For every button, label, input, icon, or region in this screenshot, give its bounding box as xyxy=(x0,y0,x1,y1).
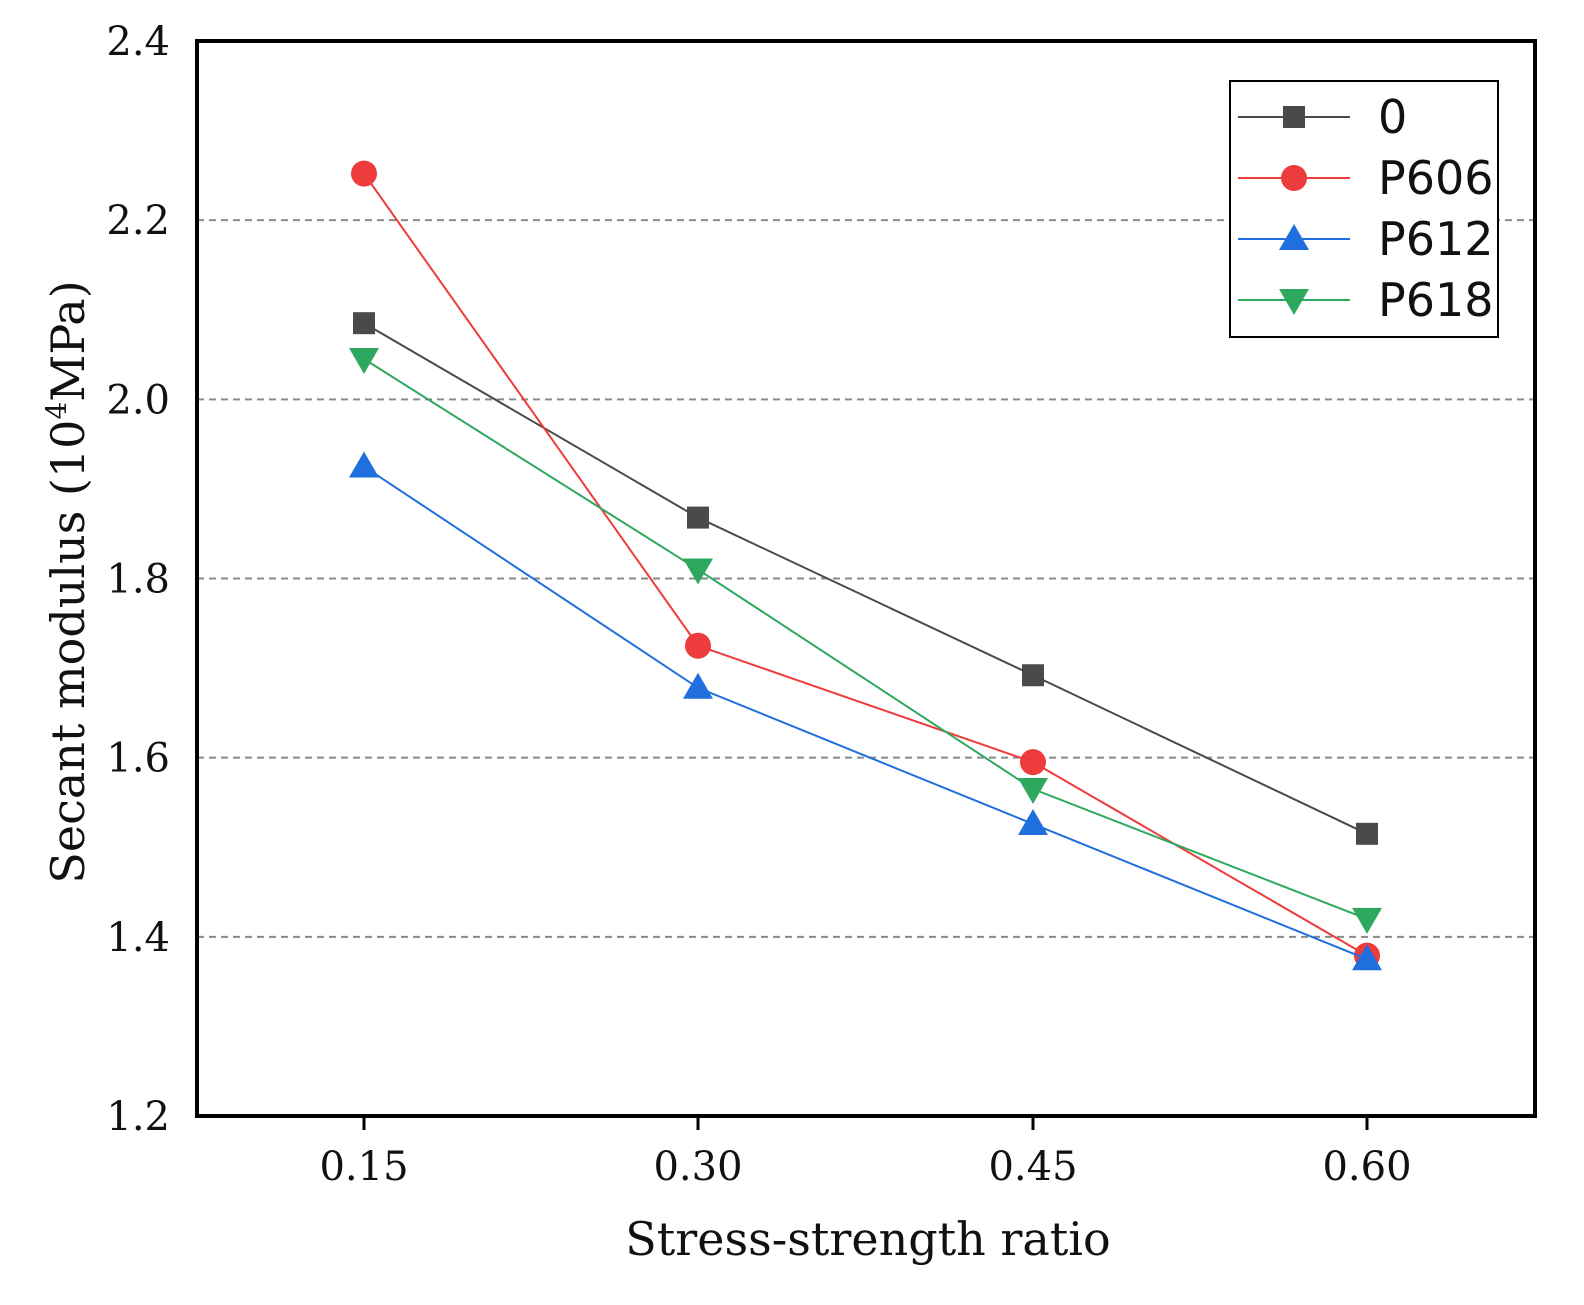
series-0 xyxy=(353,312,1378,845)
legend-item-0: 0 xyxy=(1238,90,1407,144)
y-tick-label: 1.8 xyxy=(106,557,170,603)
series-0-line xyxy=(363,322,1368,835)
series-0-point xyxy=(687,506,709,529)
y-axis-title-suffix: MPa) xyxy=(41,280,95,401)
grid-lines xyxy=(197,219,1535,938)
series-layer xyxy=(349,160,1382,971)
x-tick-label: 0.60 xyxy=(1322,1144,1411,1190)
legend-item-p618-label: P618 xyxy=(1378,273,1494,327)
series-p618-line xyxy=(363,358,1368,920)
series-p618-point xyxy=(683,558,713,585)
y-tick-label: 2.0 xyxy=(106,377,170,423)
legend-item-0-label: 0 xyxy=(1378,90,1407,144)
y-axis-title-prefix: Secant modulus (10 xyxy=(41,420,95,884)
y-tick-label: 2.2 xyxy=(106,198,170,244)
y-tick-label: 1.6 xyxy=(106,736,170,782)
series-p612-point xyxy=(683,672,713,699)
y-tick-label: 2.4 xyxy=(106,19,170,65)
series-p606-line xyxy=(363,173,1368,957)
legend-item-p606-marker xyxy=(1281,165,1307,191)
y-axis-title-exponent: 4 xyxy=(40,402,73,420)
series-p606 xyxy=(351,160,1380,969)
legend-item-p618: P618 xyxy=(1238,273,1494,327)
series-0-point xyxy=(353,312,375,335)
y-axis-title: Secant modulus (104MPa) xyxy=(40,280,95,883)
series-p612-line xyxy=(363,465,1368,961)
legend-box xyxy=(1229,80,1499,338)
x-tick-label: 0.45 xyxy=(988,1144,1077,1190)
series-p612-point xyxy=(1352,944,1382,971)
legend: 0 P606 P612 P618 xyxy=(1229,80,1499,338)
series-0-point xyxy=(1022,664,1044,687)
legend-item-p612-label: P612 xyxy=(1378,212,1494,266)
legend-item-p606: P606 xyxy=(1238,151,1494,205)
series-p618 xyxy=(349,348,1382,934)
plot-frame xyxy=(195,39,1537,1118)
x-tick-label: 0.30 xyxy=(653,1144,742,1190)
series-p606-point xyxy=(685,632,711,659)
ticks xyxy=(362,1116,1369,1130)
series-p612 xyxy=(349,451,1382,971)
legend-item-p612-marker xyxy=(1279,224,1309,250)
x-tick-label: 0.15 xyxy=(319,1144,408,1190)
series-p618-point xyxy=(1018,778,1048,805)
legend-item-p606-label: P606 xyxy=(1378,151,1494,205)
series-p606-point xyxy=(1020,749,1046,776)
x-axis-title: Stress-strength ratio xyxy=(625,1212,1110,1266)
series-p618-point xyxy=(1352,907,1382,934)
series-p612-point xyxy=(1018,808,1048,835)
legend-item-p612: P612 xyxy=(1238,212,1494,266)
y-tick-label: 1.4 xyxy=(106,915,170,961)
series-p606-point xyxy=(351,160,377,187)
series-p612-point xyxy=(349,451,379,478)
series-0-point xyxy=(1356,822,1378,845)
legend-item-p618-marker xyxy=(1279,289,1309,315)
legend-item-0-marker xyxy=(1283,106,1305,128)
y-tick-label: 1.2 xyxy=(106,1094,170,1140)
series-p618-point xyxy=(349,348,379,375)
tick-labels: 1.2 1.4 1.6 1.8 2.0 2.2 2.4 0.15 0.30 0.45 0.60 xyxy=(106,19,1411,1190)
